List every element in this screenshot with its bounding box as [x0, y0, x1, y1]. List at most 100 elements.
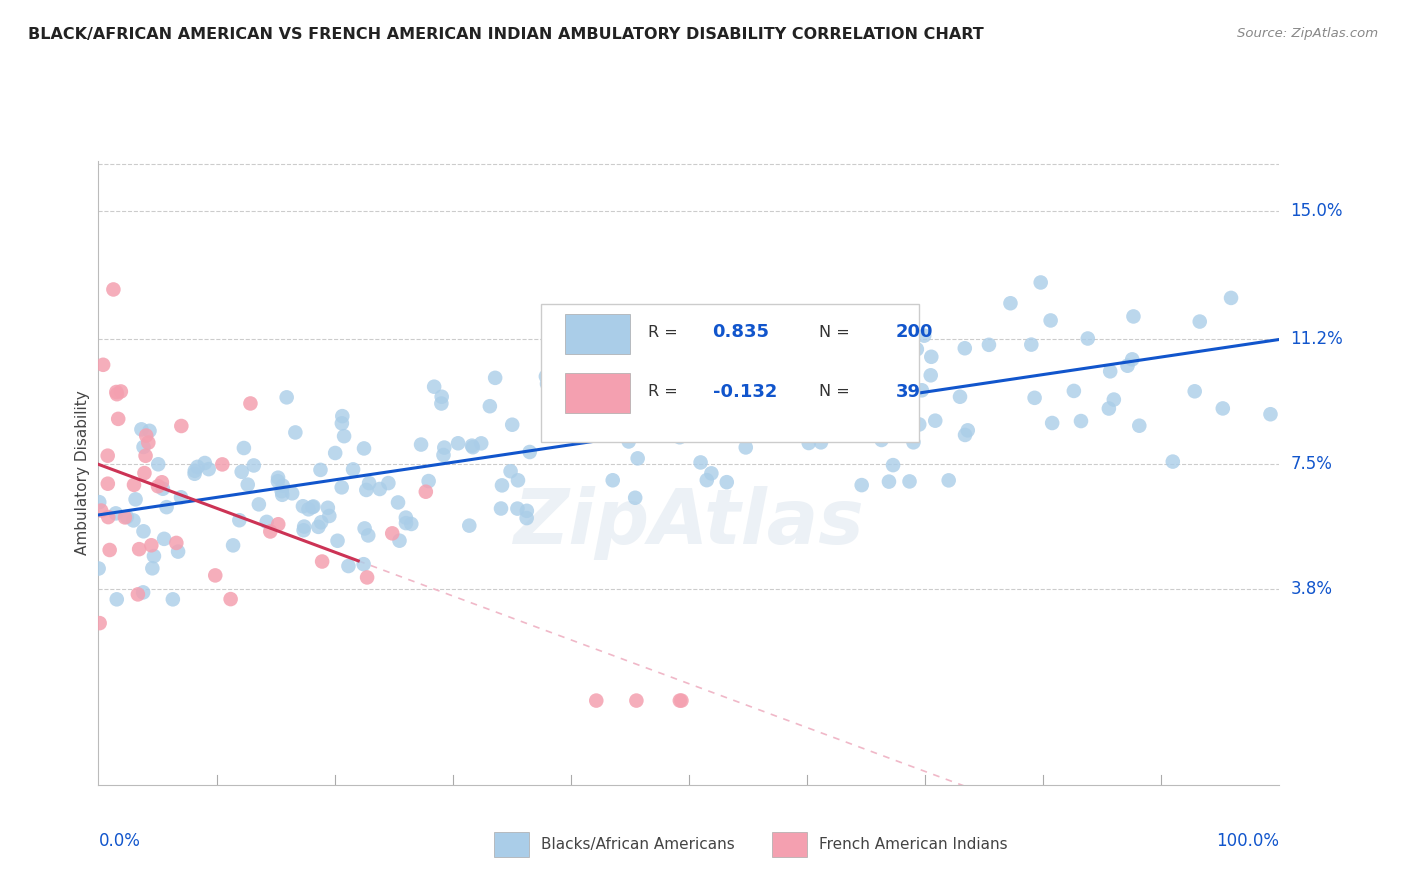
- Point: [316, 500, 339, 515]
- FancyBboxPatch shape: [772, 831, 807, 856]
- Point: [231, 465, 253, 479]
- Point: [359, 476, 381, 491]
- Point: [167, 544, 190, 558]
- Point: [356, 570, 378, 584]
- Point: [115, 510, 138, 524]
- Point: [461, 439, 484, 453]
- Point: [882, 458, 904, 472]
- Point: [1220, 291, 1243, 305]
- Text: 100.0%: 100.0%: [1216, 831, 1279, 850]
- Point: [901, 325, 924, 339]
- Point: [619, 401, 641, 415]
- Point: [797, 436, 820, 450]
- Point: [135, 449, 157, 463]
- Point: [132, 585, 155, 599]
- Point: [703, 408, 725, 422]
- Point: [395, 516, 418, 530]
- Point: [461, 440, 484, 454]
- Point: [142, 549, 165, 563]
- Point: [1098, 401, 1121, 416]
- Point: [330, 417, 353, 431]
- Point: [183, 467, 205, 481]
- Point: [271, 478, 294, 492]
- Point: [409, 437, 432, 451]
- Point: [551, 417, 574, 431]
- Point: [624, 491, 647, 505]
- Text: Blacks/African Americans: Blacks/African Americans: [541, 837, 735, 852]
- Point: [148, 457, 170, 471]
- Point: [387, 495, 409, 509]
- Point: [165, 536, 187, 550]
- Point: [114, 510, 136, 524]
- Point: [292, 524, 315, 538]
- Point: [877, 475, 900, 489]
- Point: [489, 501, 512, 516]
- Point: [1040, 416, 1063, 430]
- Point: [908, 417, 931, 432]
- Point: [368, 482, 391, 496]
- Text: -0.132: -0.132: [713, 383, 778, 401]
- Point: [627, 451, 650, 466]
- Point: [155, 500, 177, 515]
- Point: [575, 413, 598, 427]
- Point: [1024, 391, 1046, 405]
- Point: [977, 338, 1000, 352]
- Point: [256, 515, 278, 529]
- Point: [162, 592, 184, 607]
- Point: [602, 473, 624, 487]
- Point: [247, 497, 270, 511]
- Point: [696, 473, 718, 487]
- Point: [755, 425, 778, 439]
- Point: [920, 350, 942, 364]
- Point: [547, 416, 569, 430]
- FancyBboxPatch shape: [494, 831, 530, 856]
- Point: [536, 376, 558, 391]
- Point: [267, 474, 290, 488]
- Point: [686, 357, 709, 371]
- Point: [150, 475, 173, 490]
- Point: [506, 501, 529, 516]
- Point: [197, 462, 219, 476]
- Point: [330, 480, 353, 494]
- Point: [377, 476, 399, 491]
- Point: [786, 390, 808, 404]
- Point: [105, 592, 128, 607]
- Point: [356, 483, 378, 497]
- Point: [879, 423, 901, 437]
- Point: [516, 504, 538, 518]
- Text: French American Indians: French American Indians: [818, 837, 1008, 852]
- Point: [1121, 352, 1143, 367]
- FancyBboxPatch shape: [541, 304, 920, 442]
- Point: [141, 538, 163, 552]
- Point: [696, 418, 718, 433]
- Point: [309, 516, 332, 530]
- Point: [912, 328, 935, 343]
- Text: 200: 200: [896, 323, 934, 342]
- Point: [1063, 384, 1085, 398]
- Text: 11.2%: 11.2%: [1291, 330, 1343, 349]
- Point: [110, 384, 132, 399]
- Point: [818, 331, 841, 345]
- Point: [1077, 331, 1099, 345]
- Point: [633, 423, 655, 437]
- Point: [136, 435, 159, 450]
- Point: [1260, 407, 1282, 421]
- Point: [851, 478, 873, 492]
- Point: [470, 436, 492, 450]
- Point: [105, 387, 128, 401]
- Point: [87, 561, 110, 575]
- Point: [311, 555, 333, 569]
- Point: [418, 474, 440, 488]
- Point: [669, 693, 692, 707]
- Point: [938, 474, 960, 488]
- Point: [1070, 414, 1092, 428]
- Point: [337, 559, 360, 574]
- Text: R =: R =: [648, 384, 682, 399]
- Text: Source: ZipAtlas.com: Source: ZipAtlas.com: [1237, 27, 1378, 40]
- Point: [97, 510, 120, 524]
- Point: [353, 521, 375, 535]
- Text: 0.0%: 0.0%: [98, 831, 141, 850]
- Point: [755, 391, 778, 405]
- Point: [903, 435, 925, 450]
- Point: [330, 409, 353, 424]
